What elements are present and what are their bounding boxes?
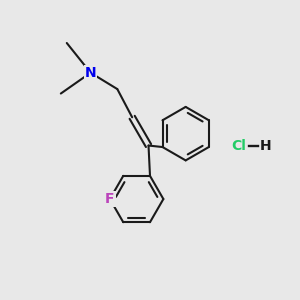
Text: F: F: [105, 192, 115, 206]
Text: Cl: Cl: [232, 139, 247, 152]
Text: N: N: [85, 66, 96, 80]
Text: H: H: [260, 139, 272, 152]
